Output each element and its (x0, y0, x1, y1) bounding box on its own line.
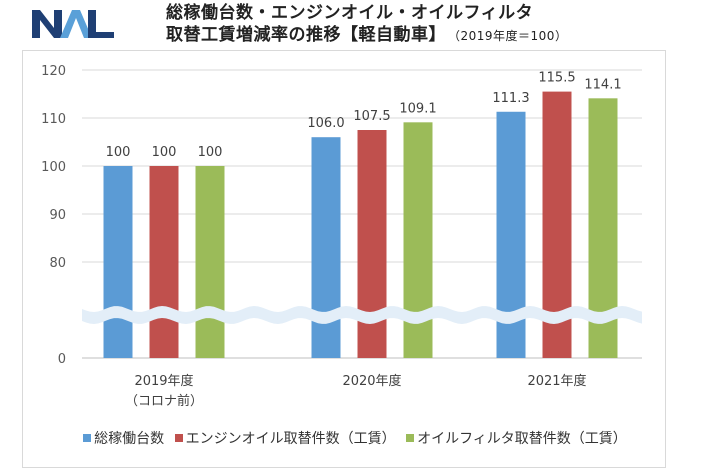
title-line-1: 総稼働台数・エンジンオイル・オイルフィルタ (166, 3, 534, 23)
y-tick-label: 110 (41, 112, 66, 127)
bar (195, 166, 225, 358)
legend-swatch-oil-filter (406, 434, 415, 442)
bar (149, 166, 179, 358)
legend-item-engine-oil: エンジンオイル取替件数（工賃） (174, 428, 396, 448)
data-label: 106.0 (307, 116, 344, 131)
legend: 総稼働台数 エンジンオイル取替件数（工賃） オイルフィルタ取替件数（工賃） (0, 428, 710, 448)
y-tick-label: 80 (49, 256, 66, 271)
data-label: 100 (152, 145, 177, 160)
title-subtitle: （2019年度＝100） (454, 29, 568, 43)
data-label: 111.3 (492, 91, 529, 106)
y-tick-label: 100 (41, 160, 66, 175)
y-tick-label: 90 (49, 208, 66, 223)
axis-break-band (82, 306, 642, 324)
data-label: 100 (198, 145, 223, 160)
data-label: 115.5 (538, 71, 575, 86)
legend-swatch-engine-oil (174, 434, 183, 442)
legend-label-oil-filter: オイルフィルタ取替件数（工賃） (417, 431, 627, 447)
x-category-label: （コロナ前） (125, 393, 203, 409)
x-category-label: 2020年度 (342, 373, 401, 389)
legend-item-total: 総稼働台数 (83, 428, 164, 448)
title-line-2-main: 取替工賃増減率の推移【軽自動車】 (166, 25, 446, 45)
data-label: 100 (106, 145, 131, 160)
y-tick-label: 120 (41, 64, 66, 79)
legend-label-total: 総稼働台数 (94, 431, 165, 447)
bar (311, 137, 341, 358)
legend-item-oil-filter: オイルフィルタ取替件数（工賃） (406, 428, 627, 448)
x-category-label: 2019年度 (134, 373, 193, 389)
data-label: 109.1 (399, 101, 436, 116)
x-category-label: 2021年度 (527, 373, 586, 389)
bar (357, 130, 387, 358)
title-line-2: 取替工賃増減率の推移【軽自動車】 （2019年度＝100） (166, 24, 686, 47)
bar (103, 166, 133, 358)
data-label: 107.5 (353, 109, 390, 124)
data-label: 114.1 (584, 77, 621, 92)
y-tick-label: 0 (58, 352, 66, 367)
nal-logo (32, 10, 114, 38)
chart-title: 総稼働台数・エンジンオイル・オイルフィルタ 取替工賃増減率の推移【軽自動車】 （2… (166, 2, 686, 47)
legend-swatch-total (83, 434, 92, 442)
legend-label-engine-oil: エンジンオイル取替件数（工賃） (185, 431, 396, 447)
